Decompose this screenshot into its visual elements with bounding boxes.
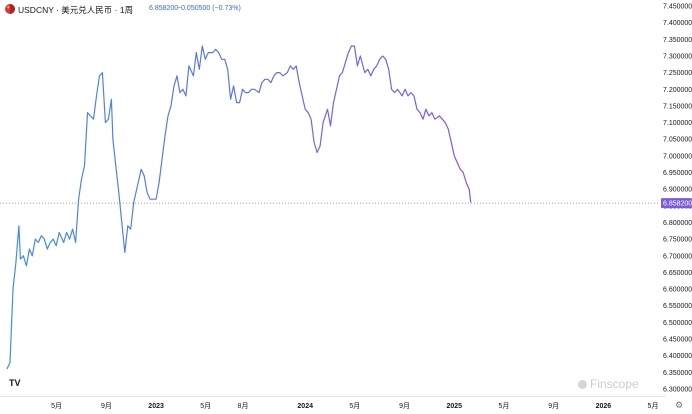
y-tick-label: 7.050000 xyxy=(663,137,692,144)
y-tick-label: 7.300000 xyxy=(663,54,692,61)
y-tick-label: 6.800000 xyxy=(663,220,692,227)
x-tick-label: 5月 xyxy=(349,402,360,410)
y-tick-label: 6.700000 xyxy=(663,253,692,260)
flag-icon xyxy=(5,4,15,14)
watermark-icon xyxy=(578,380,587,389)
y-tick-label: 7.350000 xyxy=(663,37,692,44)
gear-icon[interactable]: ⚙ xyxy=(675,400,684,410)
y-tick-label: 6.550000 xyxy=(663,303,692,310)
y-tick-label: 7.150000 xyxy=(663,103,692,110)
x-tick-label: 5月 xyxy=(648,402,659,410)
y-tick-label: 6.400000 xyxy=(663,353,692,360)
y-tick-label: 6.600000 xyxy=(663,287,692,294)
y-tick-label: 6.500000 xyxy=(663,320,692,327)
tradingview-logo[interactable]: TV xyxy=(9,378,21,388)
y-axis-labels: 7.450000 7.400000 7.350000 7.300000 7.250000… xyxy=(663,4,692,394)
x-tick-label: 2024 xyxy=(297,403,313,410)
x-axis-labels: 5月 9月 2023 5月 8月 2024 5月 9月 2025 5月 9月 2026 5月 xyxy=(51,402,658,410)
finscope-watermark: Finscope xyxy=(578,377,639,391)
x-tick-label: 2026 xyxy=(596,403,612,410)
x-tick-label: 2025 xyxy=(447,403,463,410)
current-price: 6.858200 xyxy=(149,5,179,12)
y-tick-label: 7.000000 xyxy=(663,153,692,160)
y-tick-label: 6.950000 xyxy=(663,170,692,177)
x-tick-label: 9月 xyxy=(399,402,410,410)
y-tick-label: 6.450000 xyxy=(663,337,692,344)
y-tick-label: 7.100000 xyxy=(663,120,692,127)
x-tick-label: 9月 xyxy=(101,402,112,410)
svg-text:6.858200: 6.858200 xyxy=(663,201,692,208)
price-change: −0.050500 (−0.73%) xyxy=(177,5,241,12)
symbol-title[interactable]: USDCNY · 美元兑人民币 · 1周 xyxy=(18,5,134,15)
x-tick-label: 5月 xyxy=(498,402,509,410)
chart-header: USDCNY · 美元兑人民币 · 1周 6.858200 −0.050500 … xyxy=(0,0,692,18)
y-tick-label: 6.900000 xyxy=(663,187,692,194)
y-tick-label: 7.250000 xyxy=(663,70,692,77)
x-tick-label: 5月 xyxy=(200,402,211,410)
price-series-line xyxy=(6,45,472,370)
y-tick-label: 6.350000 xyxy=(663,370,692,377)
y-tick-label: 6.750000 xyxy=(663,237,692,244)
y-tick-label: 6.650000 xyxy=(663,270,692,277)
y-tick-label: 6.300000 xyxy=(663,387,692,394)
y-tick-label: 7.450000 xyxy=(663,4,692,11)
last-price-tag: 6.858200 xyxy=(661,198,692,209)
y-tick-label: 7.400000 xyxy=(663,20,692,27)
x-tick-label: 5月 xyxy=(51,402,62,410)
y-tick-label: 7.200000 xyxy=(663,87,692,94)
x-tick-label: 8月 xyxy=(238,402,249,410)
x-tick-label: 2023 xyxy=(148,403,164,410)
x-tick-label: 9月 xyxy=(548,402,559,410)
watermark-text: Finscope xyxy=(590,377,639,391)
